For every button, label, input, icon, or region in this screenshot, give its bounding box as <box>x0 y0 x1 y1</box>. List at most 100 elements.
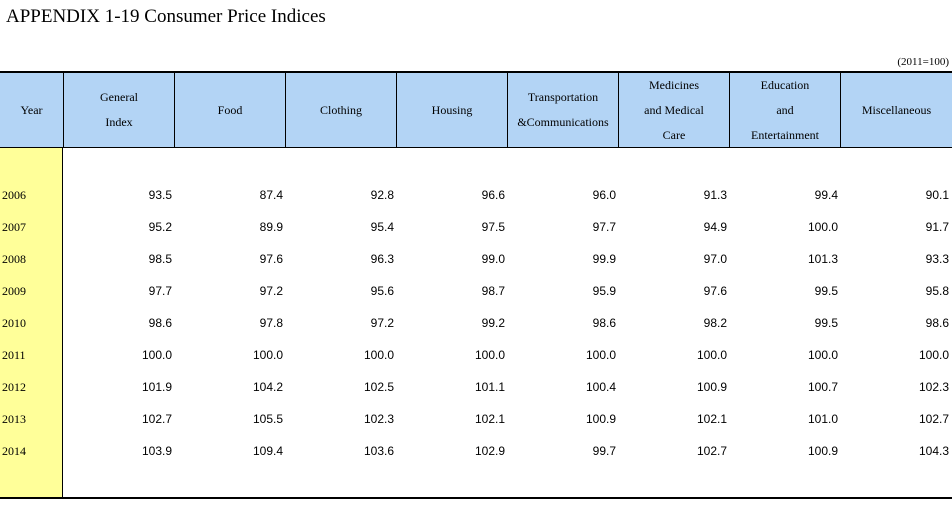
header-clothing: Clothing <box>285 73 396 147</box>
year-cell: 2014 <box>2 444 26 458</box>
value-cell: 102.7 <box>141 412 172 426</box>
value-cell: 95.6 <box>370 284 394 298</box>
table-row: 2011 100.0 100.0 100.0 100.0 100.0 100.0 100.0 1… <box>0 339 952 371</box>
year-column-shading <box>0 148 63 497</box>
value-cell: 98.6 <box>592 316 616 330</box>
value-cell: 105.5 <box>252 412 283 426</box>
value-cell: 100.0 <box>363 348 394 362</box>
value-cell: 90.1 <box>925 188 949 202</box>
table-row: 2008 98.5 97.6 96.3 99.0 99.9 97.0 101.3 93.3 <box>0 243 952 275</box>
header-general-index: General Index <box>63 73 174 147</box>
value-cell: 97.8 <box>259 316 283 330</box>
value-cell: 98.2 <box>703 316 727 330</box>
value-cell: 102.7 <box>696 444 727 458</box>
value-cell: 100.4 <box>585 380 616 394</box>
value-cell: 95.4 <box>370 220 394 234</box>
value-cell: 99.2 <box>481 316 505 330</box>
year-cell: 2009 <box>2 284 26 298</box>
value-cell: 101.0 <box>807 412 838 426</box>
value-cell: 100.0 <box>252 348 283 362</box>
table-bottom-rule <box>0 497 952 499</box>
value-cell: 100.0 <box>918 348 949 362</box>
value-cell: 97.7 <box>148 284 172 298</box>
value-cell: 96.6 <box>481 188 505 202</box>
table-top-rule <box>0 71 952 73</box>
value-cell: 94.9 <box>703 220 727 234</box>
value-cell: 95.9 <box>592 284 616 298</box>
value-cell: 102.3 <box>363 412 394 426</box>
value-cell: 95.2 <box>148 220 172 234</box>
value-cell: 100.0 <box>807 348 838 362</box>
header-food: Food <box>174 73 285 147</box>
value-cell: 91.7 <box>925 220 949 234</box>
value-cell: 99.5 <box>814 316 838 330</box>
value-cell: 102.9 <box>474 444 505 458</box>
year-cell: 2007 <box>2 220 26 234</box>
cpi-table: Year General Index Food Clothing Housing… <box>0 71 952 499</box>
year-cell: 2006 <box>2 188 26 202</box>
value-cell: 97.5 <box>481 220 505 234</box>
value-cell: 100.0 <box>585 348 616 362</box>
value-cell: 97.6 <box>259 252 283 266</box>
table-row: 2006 93.5 87.4 92.8 96.6 96.0 91.3 99.4 90.1 <box>0 179 952 211</box>
value-cell: 87.4 <box>259 188 283 202</box>
year-cell: 2008 <box>2 252 26 266</box>
value-cell: 99.9 <box>592 252 616 266</box>
value-cell: 97.0 <box>703 252 727 266</box>
value-cell: 103.6 <box>363 444 394 458</box>
value-cell: 98.6 <box>925 316 949 330</box>
table-header-row: Year General Index Food Clothing Housing… <box>0 73 952 148</box>
year-cell: 2010 <box>2 316 26 330</box>
value-cell: 95.8 <box>925 284 949 298</box>
value-cell: 99.0 <box>481 252 505 266</box>
header-miscellaneous: Miscellaneous <box>840 73 952 147</box>
base-year-note: (2011=100) <box>897 56 949 68</box>
value-cell: 97.2 <box>370 316 394 330</box>
value-cell: 100.7 <box>807 380 838 394</box>
value-cell: 91.3 <box>703 188 727 202</box>
value-cell: 102.3 <box>918 380 949 394</box>
value-cell: 104.3 <box>918 444 949 458</box>
value-cell: 102.1 <box>696 412 727 426</box>
year-cell: 2011 <box>2 348 26 362</box>
value-cell: 103.9 <box>141 444 172 458</box>
header-medicines: Medicines and Medical Care <box>618 73 729 147</box>
value-cell: 101.3 <box>807 252 838 266</box>
value-cell: 109.4 <box>252 444 283 458</box>
table-row: 2013 102.7 105.5 102.3 102.1 100.9 102.1 101.0 1… <box>0 403 952 435</box>
year-cell: 2013 <box>2 412 26 426</box>
value-cell: 99.7 <box>592 444 616 458</box>
value-cell: 98.5 <box>148 252 172 266</box>
header-year: Year <box>20 102 43 117</box>
table-row: 2014 103.9 109.4 103.6 102.9 99.7 102.7 100.9 10… <box>0 435 952 467</box>
value-cell: 96.0 <box>592 188 616 202</box>
value-cell: 100.0 <box>141 348 172 362</box>
value-cell: 100.9 <box>696 380 727 394</box>
value-cell: 100.0 <box>474 348 505 362</box>
table-row: 2012 101.9 104.2 102.5 101.1 100.4 100.9 100.7 1… <box>0 371 952 403</box>
value-cell: 93.5 <box>148 188 172 202</box>
value-cell: 101.1 <box>474 380 505 394</box>
value-cell: 102.5 <box>363 380 394 394</box>
value-cell: 97.6 <box>703 284 727 298</box>
value-cell: 93.3 <box>925 252 949 266</box>
table-row: 2010 98.6 97.8 97.2 99.2 98.6 98.2 99.5 98.6 <box>0 307 952 339</box>
value-cell: 98.6 <box>148 316 172 330</box>
value-cell: 102.7 <box>918 412 949 426</box>
year-cell: 2012 <box>2 380 26 394</box>
value-cell: 99.4 <box>814 188 838 202</box>
value-cell: 98.7 <box>481 284 505 298</box>
value-cell: 97.2 <box>259 284 283 298</box>
header-transportation: Transportation &Communications <box>507 73 618 147</box>
value-cell: 100.9 <box>807 444 838 458</box>
value-cell: 104.2 <box>252 380 283 394</box>
header-housing: Housing <box>396 73 507 147</box>
value-cell: 99.5 <box>814 284 838 298</box>
value-cell: 101.9 <box>141 380 172 394</box>
value-cell: 100.0 <box>807 220 838 234</box>
table-row: 2007 95.2 89.9 95.4 97.5 97.7 94.9 100.0 91.7 <box>0 211 952 243</box>
value-cell: 100.0 <box>696 348 727 362</box>
header-education: Education and Entertainment <box>729 73 840 147</box>
value-cell: 100.9 <box>585 412 616 426</box>
page-title: APPENDIX 1-19 Consumer Price Indices <box>6 6 326 27</box>
